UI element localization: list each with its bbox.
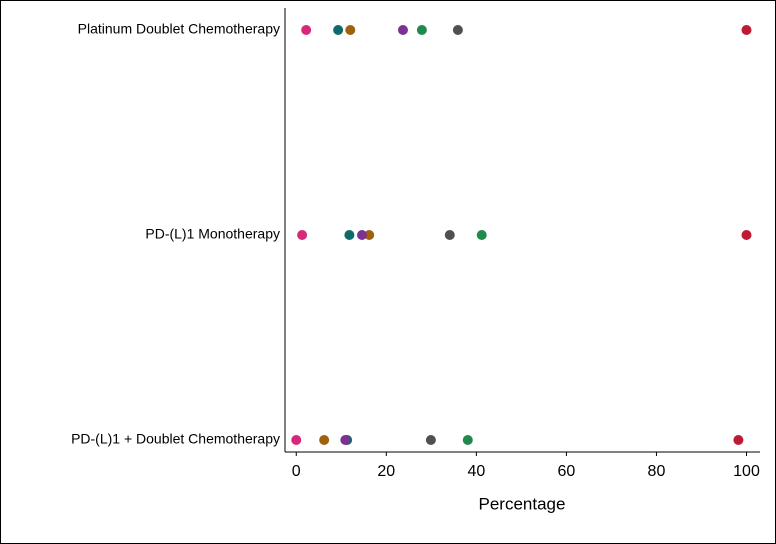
x-tick-label: 100 <box>733 463 760 480</box>
x-tick-label: 80 <box>648 463 666 480</box>
dot <box>416 25 427 35</box>
dot <box>345 25 356 35</box>
x-axis-label: Percentage <box>479 494 566 513</box>
x-tick-label: 20 <box>377 463 395 480</box>
y-tick-label: PD-(L)1 Monotherapy <box>145 226 280 242</box>
dot <box>444 230 455 240</box>
y-tick-label: PD-(L)1 + Doublet Chemotherapy <box>71 431 280 447</box>
dot <box>344 230 355 240</box>
dot <box>291 435 302 445</box>
dot <box>301 25 312 35</box>
x-tick-label: 40 <box>467 463 485 480</box>
dot <box>297 230 308 240</box>
dot <box>319 435 330 445</box>
dot <box>733 435 744 445</box>
dot <box>364 230 375 240</box>
dot <box>452 25 463 35</box>
dot <box>397 25 408 35</box>
dot <box>356 230 367 240</box>
y-tick-label: Platinum Doublet Chemotherapy <box>78 21 280 37</box>
dot <box>425 435 436 445</box>
dot <box>462 435 473 445</box>
dot <box>741 25 752 35</box>
x-tick-label: 0 <box>292 463 301 480</box>
dot <box>333 25 344 35</box>
dot <box>476 230 487 240</box>
dot <box>741 230 752 240</box>
x-tick-label: 60 <box>557 463 575 480</box>
dot <box>340 435 351 445</box>
